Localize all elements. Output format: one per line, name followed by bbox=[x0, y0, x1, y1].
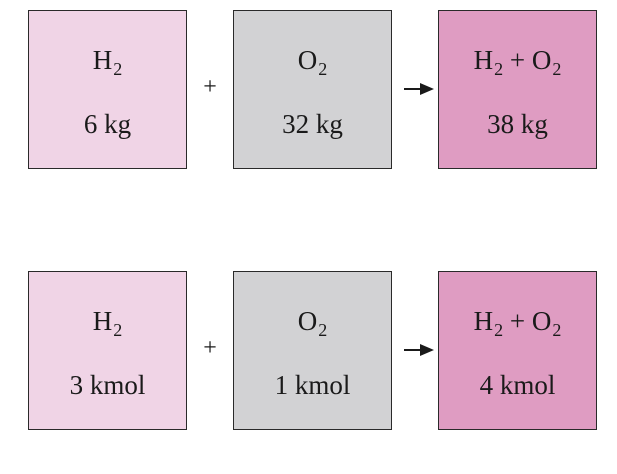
hydrogen-amount: 3 kmol bbox=[69, 370, 146, 400]
oxygen-amount: 32 kg bbox=[282, 109, 343, 139]
oxygen-box: O2 1 kmol bbox=[233, 271, 392, 430]
mixture-formula: H2 + O2 bbox=[473, 45, 562, 79]
mixture-amount: 38 kg bbox=[487, 109, 548, 139]
oxygen-amount: 1 kmol bbox=[274, 370, 351, 400]
mixture-amount: 4 kmol bbox=[479, 370, 556, 400]
hydrogen-formula: H2 bbox=[92, 306, 123, 340]
hydrogen-formula: H2 bbox=[92, 45, 123, 79]
plus-sign: + bbox=[203, 335, 217, 361]
mixture-box: H2 + O2 4 kmol bbox=[438, 271, 597, 430]
mass-basis-row: H2 6 kg + O2 32 kg H2 + O2 38 kg bbox=[0, 10, 617, 170]
oxygen-box: O2 32 kg bbox=[233, 10, 392, 169]
oxygen-formula: O2 bbox=[297, 306, 328, 340]
mixture-formula: H2 + O2 bbox=[473, 306, 562, 340]
right-arrow-icon bbox=[404, 344, 434, 356]
hydrogen-box: H2 6 kg bbox=[28, 10, 187, 169]
oxygen-formula: O2 bbox=[297, 45, 328, 79]
hydrogen-box: H2 3 kmol bbox=[28, 271, 187, 430]
hydrogen-amount: 6 kg bbox=[83, 109, 132, 139]
mole-basis-row: H2 3 kmol + O2 1 kmol H2 + O2 4 kmol bbox=[0, 271, 617, 431]
right-arrow-icon bbox=[404, 83, 434, 95]
mixture-box: H2 + O2 38 kg bbox=[438, 10, 597, 169]
plus-sign: + bbox=[203, 74, 217, 100]
